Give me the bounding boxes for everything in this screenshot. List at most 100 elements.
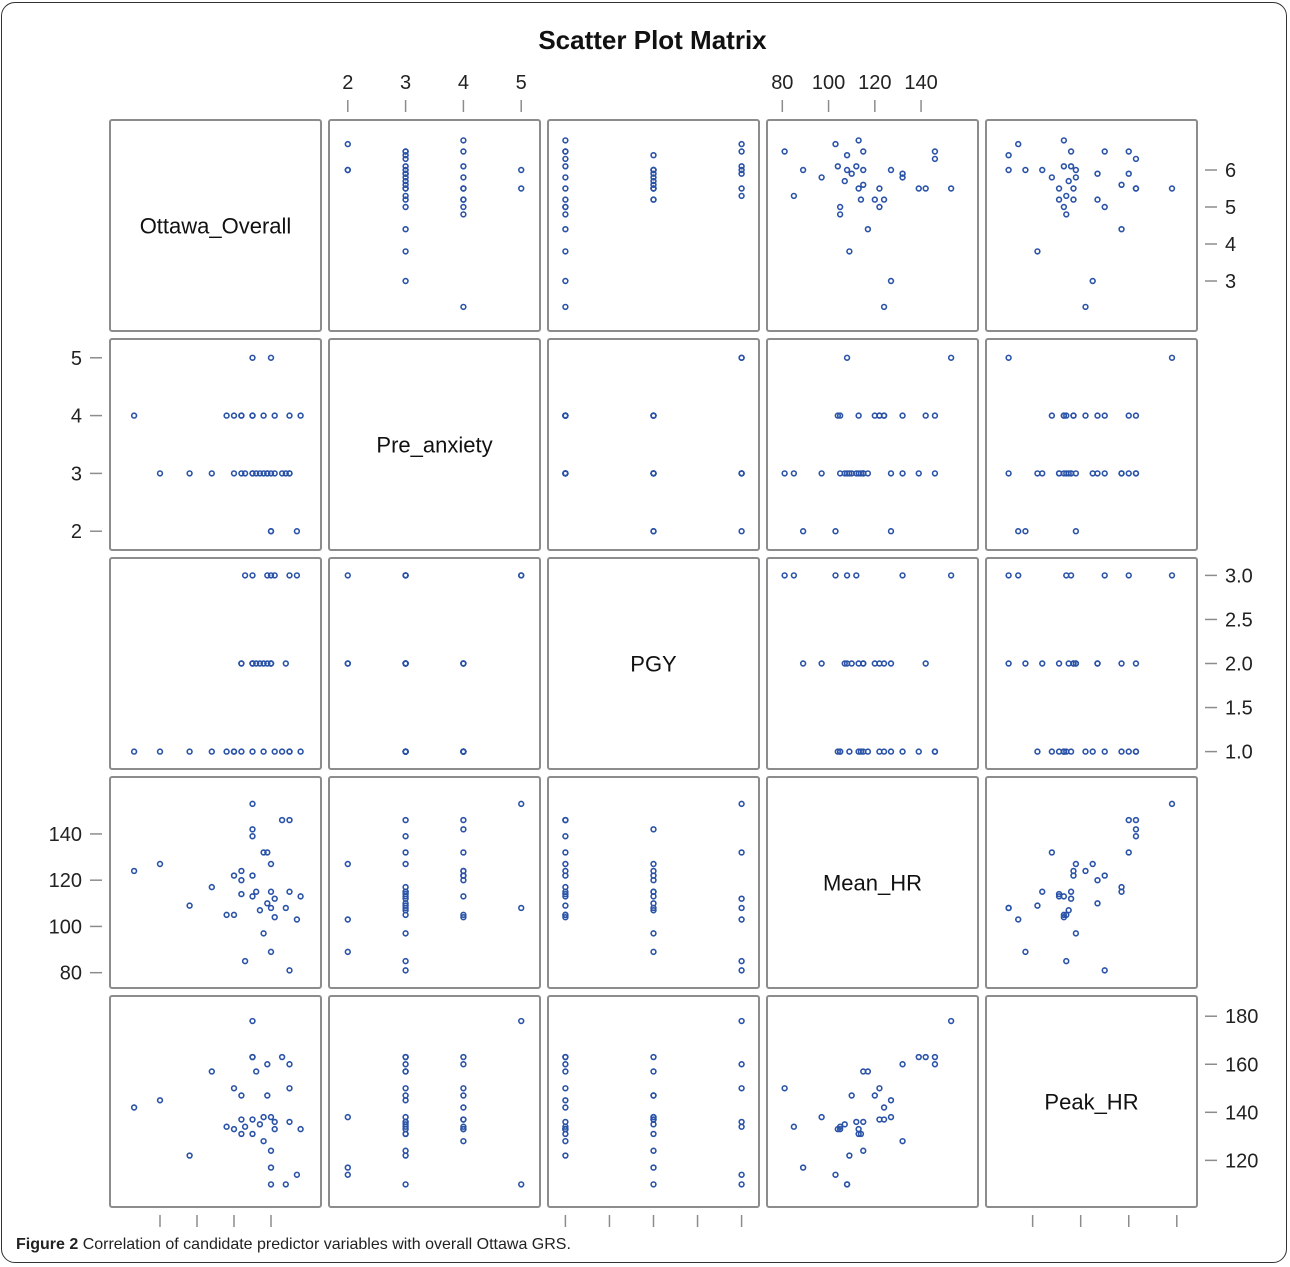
data-point [1065,470,1072,477]
data-point [249,1130,256,1138]
data-point [402,1053,409,1061]
data-point [1034,248,1041,255]
data-point [650,177,657,185]
data-point [1005,572,1012,579]
y-tick-label-peak-hr: 140 [1225,1102,1258,1124]
data-point [256,1121,264,1128]
data-point [286,748,293,755]
data-point [402,163,409,170]
data-point [402,1121,409,1128]
data-point [562,849,569,856]
data-point [1101,412,1108,419]
data-point [344,1171,351,1178]
data-point [460,163,467,170]
data-point [876,203,883,211]
panel-frame [985,995,1198,1208]
data-point [846,748,853,755]
data-point [260,930,267,937]
data-point [1005,660,1012,667]
data-point [1055,470,1063,477]
data-point [871,196,879,203]
data-point [738,800,745,808]
data-point [562,1085,569,1092]
panel-frame [109,776,322,989]
data-point [282,470,290,477]
data-point [855,137,862,144]
data-point [260,1137,267,1145]
data-point [186,1152,193,1159]
data-point [271,913,278,921]
data-point [857,196,865,203]
data-point [1168,800,1176,808]
data-point [887,1113,895,1121]
data-point [832,528,839,535]
data-point [781,470,788,477]
y-tick-label-mean-hr: 140 [49,824,82,846]
data-point [1060,913,1068,921]
data-point [267,888,275,895]
data-point [738,916,745,923]
data-point [402,833,409,840]
data-point [402,277,409,285]
data-point [271,895,278,902]
data-point [402,1118,409,1126]
data-point [253,888,260,895]
data-point [1063,211,1070,218]
data-point [650,1181,657,1188]
data-point [402,1130,409,1138]
panel-frame [766,776,979,989]
data-point [260,412,267,419]
data-point [286,572,293,579]
data-point [860,148,867,155]
data-point [1089,748,1096,755]
data-point [818,174,825,181]
x-tick-label-pre-anxiety: 5 [516,72,527,94]
data-point [562,816,569,824]
data-point [1168,572,1176,579]
data-point [460,1085,467,1092]
data-point [843,151,851,159]
data-point [650,872,657,879]
data-point [238,867,245,875]
data-point [402,907,409,914]
data-point [1070,185,1077,192]
chart-title: Scatter Plot Matrix [538,25,767,55]
data-point [1101,203,1108,211]
data-point [1039,166,1046,174]
data-point [460,816,467,824]
data-point [402,572,409,579]
data-point [853,1118,860,1126]
data-point [650,412,657,419]
data-point [1168,354,1176,361]
data-point [344,140,351,148]
data-point [562,1137,569,1145]
data-point [238,890,245,898]
data-point [230,911,238,919]
data-point [818,660,825,667]
data-point [130,1104,138,1111]
data-point [1060,893,1068,900]
data-point [738,185,745,192]
data-point [857,748,865,755]
data-point [460,1092,467,1099]
data-point [267,1164,275,1171]
data-point [402,895,409,902]
data-point [1067,470,1075,477]
data-point [278,470,286,477]
data-point [562,203,569,211]
data-point [899,170,906,177]
data-point [562,225,569,233]
data-point [738,140,745,148]
data-point [264,900,271,907]
data-point [253,1068,260,1075]
data-point [1060,748,1068,755]
data-point [238,1092,245,1099]
x-tick-label-mean-hr: 120 [858,72,891,94]
data-point [562,890,569,898]
y-tick-label-pre-anxiety: 3 [71,463,82,485]
data-point [1072,860,1080,868]
data-point [238,1116,245,1123]
panel-ottawa-overall-vs-pgy [547,119,760,332]
y-tick-label-peak-hr: 160 [1225,1054,1258,1076]
data-point [650,1092,657,1099]
